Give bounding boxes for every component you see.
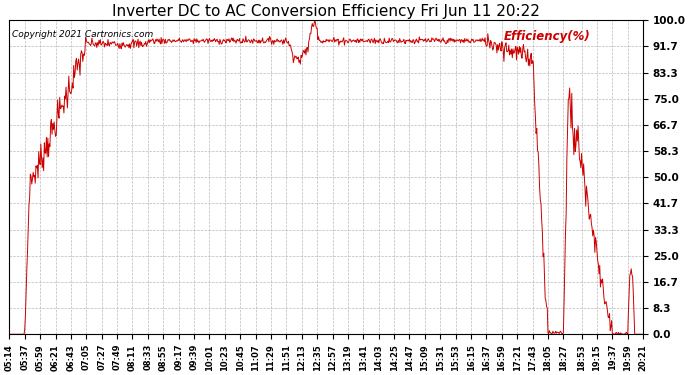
Text: Copyright 2021 Cartronics.com: Copyright 2021 Cartronics.com: [12, 30, 153, 39]
Title: Inverter DC to AC Conversion Efficiency Fri Jun 11 20:22: Inverter DC to AC Conversion Efficiency …: [112, 4, 540, 19]
Text: Efficiency(%): Efficiency(%): [504, 30, 590, 43]
